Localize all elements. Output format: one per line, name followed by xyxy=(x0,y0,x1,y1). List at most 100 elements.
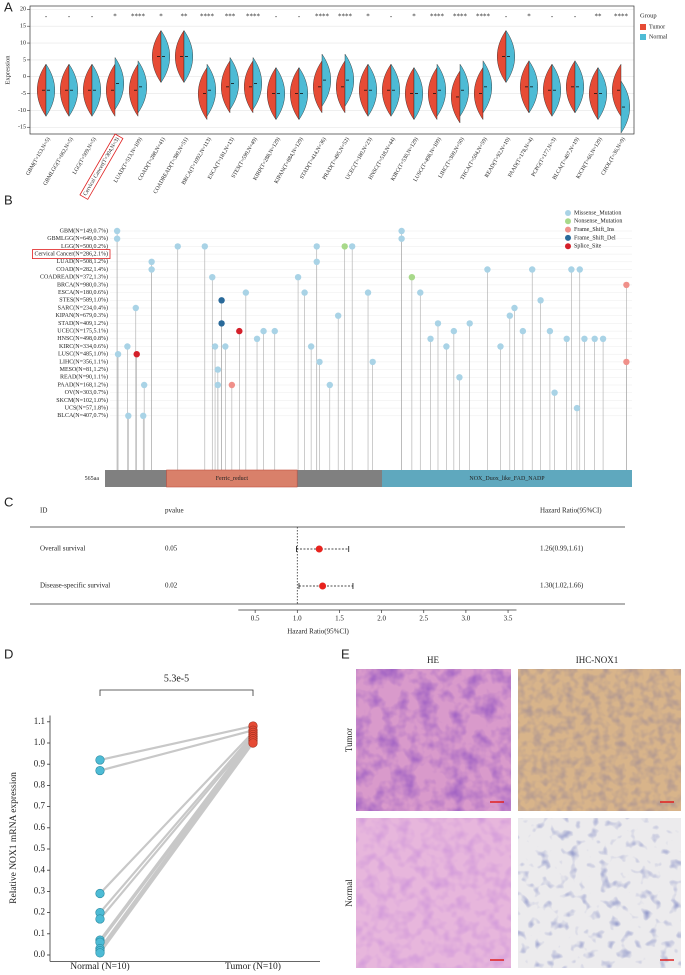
point xyxy=(95,914,105,924)
half-violin xyxy=(91,63,101,117)
mutation-dot xyxy=(450,327,458,335)
row-label: PAAD(N=168,1.2%) xyxy=(58,381,109,388)
point xyxy=(95,888,105,899)
mutation-dot xyxy=(253,335,261,342)
half-violin xyxy=(160,29,170,84)
x-tick-label: 2.5 xyxy=(419,615,428,623)
x-axis-label: Hazard Ratio(95%CI) xyxy=(287,628,349,636)
significance: - xyxy=(68,13,71,21)
mutation-dot xyxy=(209,274,216,281)
mutation-dot xyxy=(537,297,544,304)
x-tick-label: 0.5 xyxy=(251,615,260,623)
estimate xyxy=(319,582,327,590)
half-violin xyxy=(451,70,461,124)
ihc-normal-texture xyxy=(518,818,681,968)
y-tick-label: -10 xyxy=(18,108,26,114)
mutation-dot xyxy=(222,343,229,350)
pair-line xyxy=(99,731,254,895)
row-label: Tumor xyxy=(344,728,354,752)
header: ID xyxy=(40,507,47,515)
mutation-dot xyxy=(260,327,267,335)
x-tick-label: 1.0 xyxy=(293,615,302,623)
pair-line xyxy=(99,735,254,941)
mutation-dot xyxy=(599,335,607,342)
point xyxy=(248,738,258,748)
x-label-group: STES(T=599,N=49) xyxy=(230,136,259,179)
half-violin xyxy=(620,80,630,134)
mutation-dot xyxy=(271,327,278,335)
mutation-dot xyxy=(623,281,630,289)
mutation-dot xyxy=(348,243,356,250)
y-tick-label: 20 xyxy=(20,7,26,13)
panel-label: B xyxy=(4,192,13,207)
highlight-box xyxy=(79,133,124,200)
significance: **** xyxy=(131,13,146,21)
mutation-dot xyxy=(242,289,250,296)
half-violin xyxy=(229,56,239,111)
x-tick-label: 1.5 xyxy=(335,615,344,623)
y-tick-label: 0.1 xyxy=(34,928,45,938)
row-label: COAD(N=282,1.4%) xyxy=(56,266,108,273)
row-label: UCS(N=57,1.8%) xyxy=(65,404,108,411)
legend-label: Frame_Shift_Ins xyxy=(574,226,615,233)
half-violin xyxy=(106,63,116,117)
y-tick-label: -15 xyxy=(18,125,26,131)
y-tick-label: 10 xyxy=(20,40,26,46)
x-label-group: Cervical Cancer(T=304,N=3) xyxy=(79,133,124,200)
pair-line xyxy=(99,729,254,772)
mutation-dot xyxy=(466,320,473,327)
pair-line xyxy=(99,738,254,950)
half-violin xyxy=(574,60,584,114)
half-violin xyxy=(597,66,607,121)
half-violin xyxy=(428,66,438,121)
half-violin xyxy=(551,63,561,117)
panel-label: C xyxy=(4,494,13,509)
mutation-dot xyxy=(132,304,139,312)
x-label-group: LGG(T=509,N=5) xyxy=(71,136,98,176)
x-tick-label: LIHC(T=369,N=50) xyxy=(437,136,466,179)
row-label: LUSC(N=485,1.0%) xyxy=(58,351,108,358)
x-label-group: PAAD(T=178,N=4) xyxy=(506,136,535,178)
mutation-dot xyxy=(511,304,518,312)
half-violin xyxy=(45,63,55,117)
half-violin xyxy=(275,66,285,121)
plot-frame xyxy=(29,5,635,135)
mutation-dot xyxy=(148,258,155,265)
mutation-dot xyxy=(236,327,243,335)
mutation-dot xyxy=(148,266,155,273)
pair-line xyxy=(99,735,254,920)
half-violin xyxy=(482,60,492,114)
point xyxy=(95,948,105,958)
legend-dot xyxy=(565,218,571,225)
mutation-dot xyxy=(114,351,122,358)
y-tick-label: 0.8 xyxy=(34,779,46,789)
row-label: UCEC(N=175,5.1%) xyxy=(57,327,108,334)
mutation-dot xyxy=(133,351,140,358)
row-label: BLCA(N=407,0.7%) xyxy=(57,412,108,419)
mutation-dot xyxy=(408,274,416,281)
significance: - xyxy=(551,13,554,21)
mutation-dot xyxy=(623,358,630,366)
half-violin xyxy=(528,60,538,114)
legend-label: Splice_Site xyxy=(574,244,602,250)
significance: * xyxy=(366,13,370,21)
y-tick-label: 1.1 xyxy=(34,716,45,726)
y-tick-label: -5 xyxy=(21,91,26,97)
significance: *** xyxy=(225,13,236,21)
x-tick-label: CHOL(T=36,N=9) xyxy=(600,136,627,176)
row-label: LGG(N=500,0.2%) xyxy=(61,243,108,250)
ihc-tumor-texture xyxy=(518,669,681,811)
mutation-dot xyxy=(573,404,581,412)
significance: **** xyxy=(338,13,353,21)
x-tick-label: 3.5 xyxy=(504,615,513,623)
row-label: READ(N=90,1.1%) xyxy=(60,374,108,381)
panel-label: A xyxy=(4,0,13,14)
mutation-dot xyxy=(369,358,376,366)
annotation: 5.3e-5 xyxy=(164,673,189,684)
half-violin xyxy=(321,53,331,107)
y-tick-label: 0 xyxy=(23,74,26,80)
row-label: GBM(N=149,0.7%) xyxy=(60,227,108,234)
y-tick-label: 0.7 xyxy=(34,801,46,811)
point xyxy=(95,765,105,776)
